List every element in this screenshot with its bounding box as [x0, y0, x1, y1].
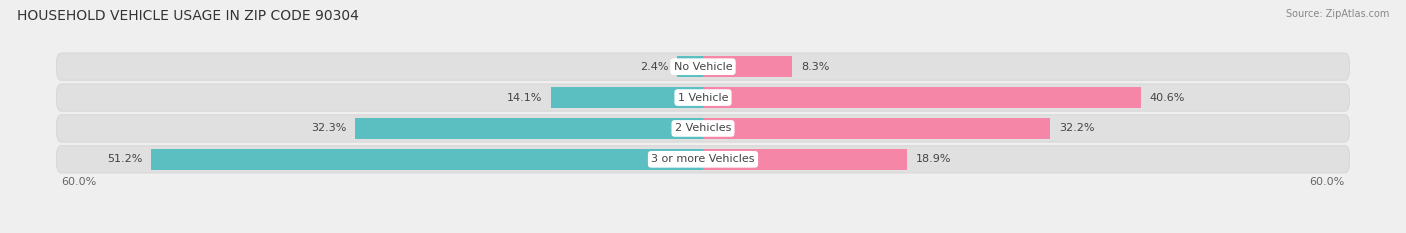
FancyBboxPatch shape — [56, 146, 1350, 173]
Bar — [703, 87, 1140, 108]
Bar — [150, 149, 703, 170]
Text: 1 Vehicle: 1 Vehicle — [678, 93, 728, 103]
Text: 2 Vehicles: 2 Vehicles — [675, 123, 731, 134]
Text: Source: ZipAtlas.com: Source: ZipAtlas.com — [1285, 9, 1389, 19]
Text: No Vehicle: No Vehicle — [673, 62, 733, 72]
Bar — [703, 149, 907, 170]
Text: HOUSEHOLD VEHICLE USAGE IN ZIP CODE 90304: HOUSEHOLD VEHICLE USAGE IN ZIP CODE 9030… — [17, 9, 359, 23]
Bar — [703, 56, 793, 77]
Bar — [551, 87, 703, 108]
Text: 32.2%: 32.2% — [1059, 123, 1094, 134]
FancyBboxPatch shape — [56, 115, 1350, 142]
Text: 40.6%: 40.6% — [1149, 93, 1185, 103]
Text: 3 or more Vehicles: 3 or more Vehicles — [651, 154, 755, 164]
Text: 51.2%: 51.2% — [107, 154, 142, 164]
Text: 2.4%: 2.4% — [640, 62, 668, 72]
Text: 60.0%: 60.0% — [1309, 177, 1344, 187]
Text: 14.1%: 14.1% — [508, 93, 543, 103]
FancyBboxPatch shape — [56, 84, 1350, 111]
Text: 18.9%: 18.9% — [915, 154, 950, 164]
Bar — [354, 118, 703, 139]
Text: 8.3%: 8.3% — [801, 62, 830, 72]
Text: 60.0%: 60.0% — [62, 177, 97, 187]
Bar — [678, 56, 703, 77]
FancyBboxPatch shape — [56, 53, 1350, 80]
Text: 32.3%: 32.3% — [311, 123, 346, 134]
Bar — [703, 118, 1050, 139]
